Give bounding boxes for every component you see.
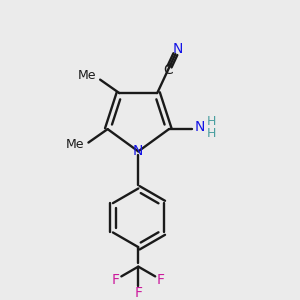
Text: F: F: [111, 273, 119, 287]
Text: N: N: [172, 42, 182, 56]
Text: N: N: [195, 120, 206, 134]
Text: N: N: [133, 144, 143, 158]
Text: F: F: [157, 273, 165, 287]
Text: C: C: [163, 63, 172, 77]
Text: H: H: [207, 127, 217, 140]
Text: H: H: [207, 115, 217, 128]
Text: Me: Me: [78, 69, 96, 82]
Text: Me: Me: [66, 138, 85, 151]
Text: F: F: [134, 286, 142, 300]
